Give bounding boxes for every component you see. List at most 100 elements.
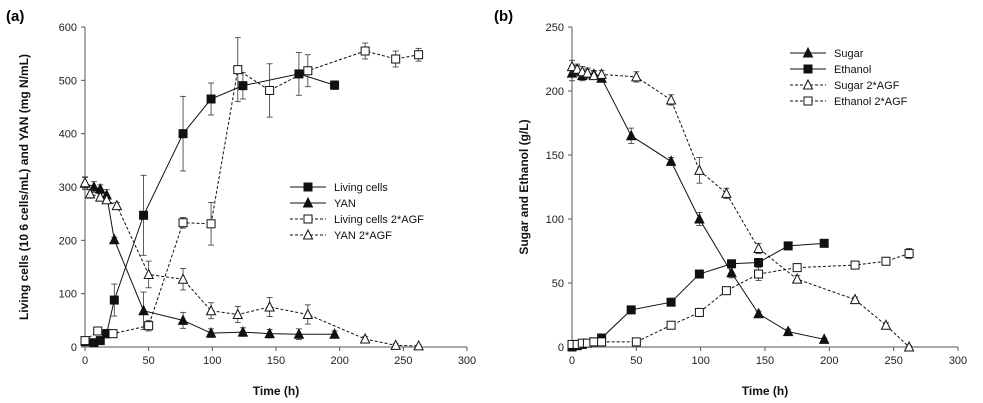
data-point — [177, 273, 189, 284]
data-point — [232, 308, 244, 319]
data-point — [818, 333, 830, 344]
panel-label: (a) — [6, 8, 24, 25]
y-tick-label: 100 — [59, 289, 77, 301]
y-tick-label: 600 — [59, 22, 77, 34]
data-point — [792, 263, 802, 273]
data-point — [360, 46, 370, 56]
x-tick-label: 50 — [143, 355, 155, 367]
x-tick-label: 100 — [203, 355, 221, 367]
data-point — [206, 94, 216, 104]
legend-entry: Sugar 2*AGF — [834, 80, 900, 92]
legend-entry: Ethanol — [834, 64, 871, 76]
legend-marker — [802, 78, 814, 90]
data-point — [88, 180, 100, 192]
y-axis-label: Living cells (10 6 cells/mL) and YAN (mg… — [17, 54, 31, 320]
data-point — [94, 191, 106, 202]
data-point — [413, 339, 424, 351]
data-point — [178, 129, 188, 139]
data-point — [694, 212, 705, 224]
series-line — [84, 50, 419, 341]
data-point — [79, 176, 91, 188]
x-tick-label: 300 — [949, 355, 967, 367]
legend-marker — [803, 96, 813, 106]
x-tick-label: 0 — [82, 355, 88, 367]
x-tick-label: 250 — [884, 355, 902, 367]
data-point — [727, 259, 737, 269]
legend-marker — [303, 214, 313, 224]
data-point — [80, 336, 90, 346]
legend-entry: YAN 2*AGF — [334, 230, 392, 242]
data-point — [694, 307, 704, 317]
data-point — [665, 93, 677, 105]
data-point — [783, 241, 793, 251]
legend: Sugar Ethanol Sugar 2*AGF Ethanol 2*AGF — [790, 46, 908, 108]
data-point — [205, 304, 217, 316]
data-point — [880, 319, 892, 330]
data-point — [303, 66, 313, 76]
data-point — [101, 193, 112, 205]
data-point — [237, 325, 249, 337]
data-point — [139, 210, 149, 220]
legend-marker — [802, 46, 814, 58]
data-point — [754, 269, 764, 279]
data-point — [84, 187, 96, 199]
data-point — [631, 337, 641, 347]
series-line — [84, 182, 419, 347]
y-tick-label: 150 — [546, 150, 564, 162]
data-point — [294, 69, 304, 79]
data-point — [631, 70, 642, 82]
x-tick-label: 250 — [394, 355, 412, 367]
legend-marker — [302, 228, 314, 240]
x-tick-label: 150 — [756, 355, 774, 367]
y-tick-label: 500 — [59, 75, 77, 87]
x-tick-label: 0 — [569, 355, 575, 367]
data-point — [329, 328, 340, 339]
data-point — [597, 337, 607, 347]
data-point — [206, 219, 216, 229]
data-point — [903, 340, 915, 352]
data-point — [391, 54, 401, 64]
data-point — [721, 187, 732, 198]
panel-a: (a) 0 50 100 150 200 250 300 0 100 200 300 400 500 600… — [6, 8, 476, 398]
legend-entry: Living cells — [334, 182, 388, 194]
x-tick-label: 100 — [691, 355, 709, 367]
data-point — [233, 65, 243, 75]
data-point — [108, 329, 118, 339]
y-tick-label: 100 — [546, 214, 564, 226]
y-tick-label: 0 — [71, 342, 77, 354]
data-point — [143, 268, 154, 279]
y-tick-label: 300 — [59, 182, 77, 194]
legend-entry: Ethanol 2*AGF — [834, 96, 908, 108]
data-point — [111, 199, 123, 211]
data-point — [265, 85, 275, 95]
data-point — [666, 297, 676, 307]
panel-label: (b) — [494, 8, 513, 25]
y-tick-label: 0 — [558, 342, 564, 354]
panel-b: (b) 0 50 100 150 200 250 300 0 50 100 150 200 250 Time… — [494, 8, 967, 398]
data-point — [850, 260, 860, 270]
data-point — [330, 80, 340, 90]
data-point — [754, 258, 764, 268]
legend: Living cells YAN Living cells 2*AGF YAN 2*A… — [290, 182, 424, 242]
data-point — [414, 50, 424, 60]
data-point — [849, 293, 861, 305]
x-tick-label: 300 — [458, 355, 476, 367]
x-axis-label: Time (h) — [253, 384, 299, 398]
data-point — [264, 300, 275, 312]
data-point — [819, 238, 829, 248]
data-point — [302, 308, 314, 319]
series-living-cells-2-agf — [80, 37, 424, 346]
data-point — [178, 218, 188, 228]
series-line — [571, 66, 910, 348]
legend-entry: Living cells 2*AGF — [334, 214, 424, 226]
data-point — [666, 320, 676, 330]
data-point — [205, 327, 217, 338]
data-point — [881, 256, 891, 266]
data-point — [904, 249, 914, 259]
data-point — [109, 295, 119, 305]
data-point — [138, 304, 149, 316]
y-tick-label: 400 — [59, 129, 77, 141]
legend-marker — [803, 64, 813, 74]
series-yan-2-agf — [79, 176, 424, 351]
series-living-cells — [80, 52, 340, 348]
